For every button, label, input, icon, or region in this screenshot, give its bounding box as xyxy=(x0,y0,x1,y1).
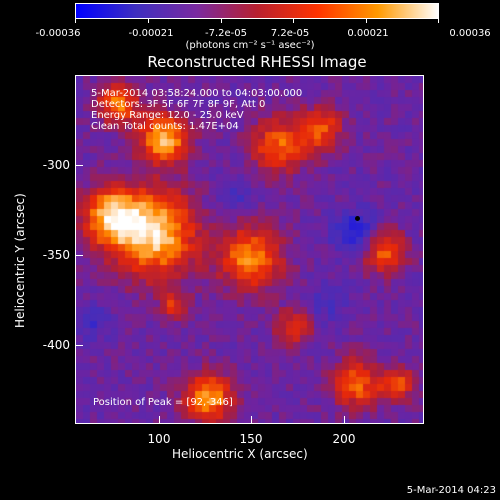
x-tick-label: 150 xyxy=(239,432,263,446)
energy-range-text: Energy Range: 12.0 - 25.0 keV xyxy=(91,110,244,121)
clean-counts-text: Clean Total counts: 1.47E+04 xyxy=(91,121,239,132)
heatmap-image xyxy=(76,76,423,423)
colorbar-tick-label: -7.2e-05 xyxy=(205,28,247,39)
y-tick-mark xyxy=(75,345,83,346)
y-tick-mark xyxy=(75,255,83,256)
colorbar-units: (photons cm⁻² s⁻¹ asec⁻²) xyxy=(185,40,315,51)
image-title: Reconstructed RHESSI Image xyxy=(147,53,367,71)
x-tick-mark xyxy=(344,416,345,424)
y-tick-label: -350 xyxy=(42,248,70,262)
peak-position-text: Position of Peak = [92,-346] xyxy=(93,397,233,408)
colorbar-tick-label: 7.2e-05 xyxy=(270,28,310,39)
image-plot[interactable]: 5-Mar-2014 03:58:24.000 to 04:03:00.000 … xyxy=(75,75,424,424)
x-tick-mark xyxy=(251,416,252,424)
footer-date: 5-Mar-2014 04:23 xyxy=(406,485,496,496)
colorbar xyxy=(75,3,439,19)
y-tick-label: -300 xyxy=(42,158,70,172)
x-axis-label: Heliocentric X (arcsec) xyxy=(172,447,308,461)
colorbar-tick-label: -0.00036 xyxy=(35,28,81,39)
y-axis-label: Heliocentric Y (arcsec) xyxy=(13,193,27,328)
detectors-text: Detectors: 3F 5F 6F 7F 8F 9F, Att 0 xyxy=(91,99,266,110)
y-tick-mark xyxy=(75,165,83,166)
x-tick-label: 100 xyxy=(147,432,171,446)
peak-marker xyxy=(355,216,360,221)
colorbar-tick-label: 0.00021 xyxy=(347,28,389,39)
y-tick-label: -400 xyxy=(42,338,70,352)
colorbar-tick-label: -0.00021 xyxy=(128,28,174,39)
x-tick-mark xyxy=(159,416,160,424)
x-tick-label: 200 xyxy=(332,432,356,446)
colorbar-tick-label: 0.00036 xyxy=(449,28,491,39)
time-range-text: 5-Mar-2014 03:58:24.000 to 04:03:00.000 xyxy=(91,88,303,99)
